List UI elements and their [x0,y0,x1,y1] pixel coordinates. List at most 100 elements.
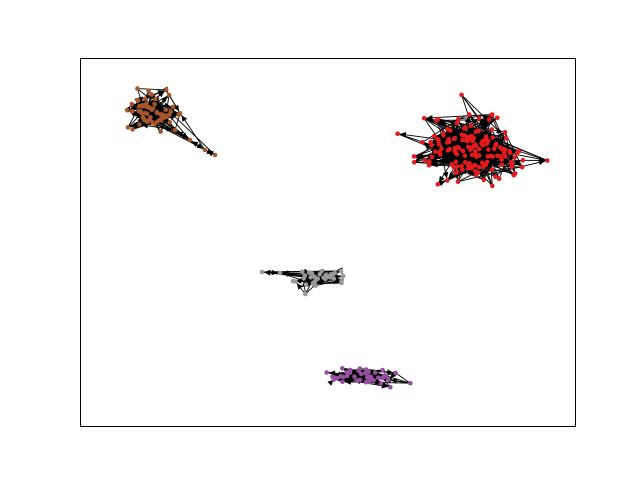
graph-node [167,119,173,125]
edge-arrowhead [508,153,514,160]
edge-arrowhead [147,100,154,107]
graph-node [489,167,495,172]
graph-node [446,139,452,145]
graph-node [466,112,472,117]
graph-node [352,374,357,380]
graph-node [149,92,154,97]
graph-node [340,366,345,371]
graph-node [473,172,479,178]
edge-arrowhead [514,159,521,166]
graph-node [490,183,495,189]
graph-node [486,117,492,122]
graph-node [485,154,490,159]
graph-node [474,154,479,160]
graph-node [503,136,509,141]
graph-node [439,146,444,151]
graph-node [310,280,316,286]
edge-arrowhead [482,121,488,129]
graph-node [459,92,464,98]
edge-arrowhead [482,115,490,121]
graph-node [160,114,166,120]
graph-node [363,370,368,376]
edge-arrowhead [442,171,449,179]
graph-node [452,148,458,154]
edge-arrowhead [381,381,389,387]
graph-node [435,182,441,187]
edge-arrowhead [450,139,458,145]
graph-node [137,122,142,127]
edge-arrowhead [464,116,471,124]
graph-node [445,178,450,183]
graph-node [476,128,482,134]
graph-node [148,115,153,120]
graph-node [480,142,486,148]
graph-node [460,137,465,143]
graph-node [393,370,398,376]
edge-arrowhead [176,131,184,137]
graph-node [468,163,473,168]
edge-arrowhead [416,153,423,160]
graph-node [519,164,525,170]
graph-node [356,368,361,374]
graph-edge [151,94,216,156]
graph-edge [457,160,548,183]
graph-node [433,149,438,154]
edge-arrowhead [449,143,456,150]
edge-arrowhead [134,110,141,117]
graph-node [454,169,460,175]
graph-node [357,377,363,383]
edge-arrowhead [448,172,455,179]
graph-node [496,176,502,182]
edge-arrowhead [169,114,177,120]
graph-node [468,147,473,152]
graph-node [347,370,353,375]
graph-node [507,149,512,154]
graph-node [493,142,498,148]
graph-node [177,111,183,116]
graph-node [451,164,456,169]
graph-node [473,143,479,149]
graph-node [462,153,468,158]
edge-arrowhead [478,169,485,175]
edge-arrowhead [426,115,433,121]
graph-node [324,370,330,375]
graph-edge [137,88,167,91]
edge-arrowhead [469,156,475,164]
graph-node [408,380,413,386]
edge-arrowhead [457,129,464,136]
graph-node [441,131,446,136]
graph-node [327,273,333,279]
graph-node [476,116,482,121]
edge-arrowhead [130,122,137,128]
graph-node [339,280,344,286]
graph-node [187,137,193,143]
edge-arrowhead [181,115,188,122]
graph-node [520,158,526,163]
graph-node [420,140,425,145]
graph-node [454,151,460,157]
graph-node [473,162,478,168]
edge-arrowhead [171,111,178,118]
graph-node [455,164,460,169]
graph-node [508,159,514,165]
graph-node [333,375,338,381]
graph-node [312,274,317,280]
graph-node [463,125,468,131]
graph-node [308,275,314,280]
graph-node [378,381,384,386]
graph-node [476,165,482,170]
edge-arrowhead [483,130,490,136]
graph-node [135,98,141,103]
graph-node [380,367,385,373]
graph-node [277,270,283,276]
graph-node [456,116,461,122]
edge-arrowhead [538,159,546,166]
graph-node [435,116,441,122]
graph-node [166,92,172,98]
edge-arrowhead [442,155,449,162]
edge-arrowhead [447,159,454,165]
graph-node [125,125,131,130]
edge-arrowhead [271,269,278,276]
graph-node [489,112,494,118]
